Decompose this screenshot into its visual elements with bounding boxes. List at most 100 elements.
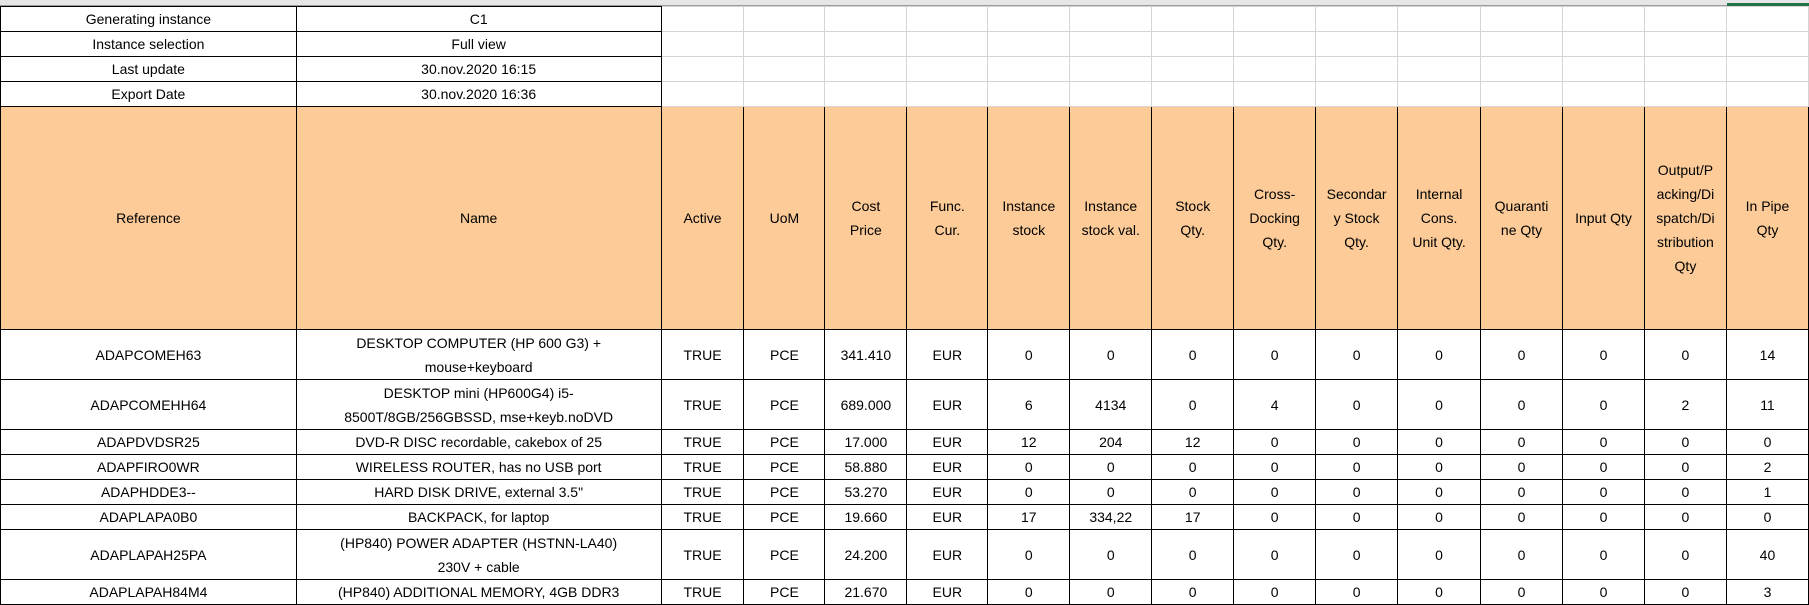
data-cell[interactable]: 0 bbox=[1643, 454, 1727, 480]
data-cell[interactable]: 0 bbox=[1151, 329, 1235, 380]
data-cell[interactable]: PCE bbox=[743, 529, 826, 580]
data-cell[interactable]: ADAPDVDSR25 bbox=[0, 429, 297, 455]
empty-cell[interactable] bbox=[1480, 81, 1564, 107]
data-cell[interactable]: 0 bbox=[1480, 379, 1564, 430]
data-cell[interactable]: 19.660 bbox=[824, 504, 908, 530]
data-cell[interactable]: ADAPFIRO0WR bbox=[0, 454, 297, 480]
empty-cell[interactable] bbox=[1315, 81, 1399, 107]
data-cell[interactable]: 6 bbox=[987, 379, 1071, 430]
data-cell[interactable]: 11 bbox=[1725, 379, 1809, 430]
data-cell[interactable]: 0 bbox=[1480, 329, 1564, 380]
data-cell[interactable]: 0 bbox=[1562, 579, 1645, 605]
data-cell[interactable]: TRUE bbox=[660, 329, 745, 380]
empty-cell[interactable] bbox=[824, 31, 908, 57]
data-cell[interactable]: 0 bbox=[1397, 479, 1482, 505]
empty-cell[interactable] bbox=[1397, 31, 1482, 57]
empty-cell[interactable] bbox=[1480, 6, 1564, 32]
data-cell[interactable]: ADAPLAPA0B0 bbox=[0, 504, 297, 530]
empty-cell[interactable] bbox=[987, 56, 1071, 82]
data-cell[interactable]: BACKPACK, for laptop bbox=[295, 504, 662, 530]
data-cell[interactable]: 0 bbox=[1069, 479, 1153, 505]
data-cell[interactable]: 12 bbox=[987, 429, 1071, 455]
meta-label-cell[interactable]: Generating instance bbox=[0, 6, 297, 32]
data-cell[interactable]: 0 bbox=[1233, 529, 1317, 580]
data-cell[interactable]: DVD-R DISC recordable, cakebox of 25 bbox=[295, 429, 662, 455]
meta-label-cell[interactable]: Export Date bbox=[0, 81, 297, 107]
data-cell[interactable]: PCE bbox=[743, 479, 826, 505]
empty-cell[interactable] bbox=[743, 6, 826, 32]
data-cell[interactable]: 0 bbox=[1480, 529, 1564, 580]
data-cell[interactable]: TRUE bbox=[660, 504, 745, 530]
empty-cell[interactable] bbox=[1069, 6, 1153, 32]
data-cell[interactable]: EUR bbox=[906, 579, 989, 605]
data-cell[interactable]: 0 bbox=[1151, 379, 1235, 430]
empty-cell[interactable] bbox=[1725, 56, 1809, 82]
data-cell[interactable]: 0 bbox=[1151, 479, 1235, 505]
meta-label-cell[interactable]: Last update bbox=[0, 56, 297, 82]
data-cell[interactable]: 689.000 bbox=[824, 379, 908, 430]
column-header-cell[interactable]: Input Qty bbox=[1562, 106, 1645, 330]
data-cell[interactable]: 2 bbox=[1725, 454, 1809, 480]
data-cell[interactable]: 0 bbox=[1725, 429, 1809, 455]
data-cell[interactable]: 0 bbox=[1315, 329, 1399, 380]
data-cell[interactable]: 2 bbox=[1643, 379, 1727, 430]
empty-cell[interactable] bbox=[1562, 56, 1645, 82]
data-cell[interactable]: 0 bbox=[1562, 379, 1645, 430]
data-cell[interactable]: 0 bbox=[1069, 529, 1153, 580]
empty-cell[interactable] bbox=[1480, 56, 1564, 82]
data-cell[interactable]: 0 bbox=[1562, 329, 1645, 380]
data-cell[interactable]: 0 bbox=[1397, 429, 1482, 455]
data-cell[interactable]: 0 bbox=[1315, 479, 1399, 505]
data-cell[interactable]: 0 bbox=[1562, 529, 1645, 580]
empty-cell[interactable] bbox=[1069, 56, 1153, 82]
empty-cell[interactable] bbox=[1397, 81, 1482, 107]
column-header-cell[interactable]: Secondar y Stock Qty. bbox=[1315, 106, 1399, 330]
empty-cell[interactable] bbox=[1069, 81, 1153, 107]
data-cell[interactable]: 0 bbox=[1315, 379, 1399, 430]
data-cell[interactable]: 0 bbox=[1643, 429, 1727, 455]
empty-cell[interactable] bbox=[1643, 31, 1727, 57]
data-cell[interactable]: 0 bbox=[1315, 454, 1399, 480]
column-header-cell[interactable]: Instance stock val. bbox=[1069, 106, 1153, 330]
data-cell[interactable]: 0 bbox=[1315, 529, 1399, 580]
data-cell[interactable]: 1 bbox=[1725, 479, 1809, 505]
data-cell[interactable]: TRUE bbox=[660, 479, 745, 505]
empty-cell[interactable] bbox=[824, 81, 908, 107]
data-cell[interactable]: 0 bbox=[1233, 429, 1317, 455]
empty-cell[interactable] bbox=[1480, 31, 1564, 57]
data-cell[interactable]: 0 bbox=[1562, 454, 1645, 480]
data-cell[interactable]: (HP840) POWER ADAPTER (HSTNN-LA40) 230V … bbox=[295, 529, 662, 580]
data-cell[interactable]: PCE bbox=[743, 429, 826, 455]
data-cell[interactable]: 0 bbox=[1233, 579, 1317, 605]
column-header-cell[interactable]: Stock Qty. bbox=[1151, 106, 1235, 330]
empty-cell[interactable] bbox=[1151, 31, 1235, 57]
data-cell[interactable]: 0 bbox=[1397, 529, 1482, 580]
data-cell[interactable]: PCE bbox=[743, 379, 826, 430]
data-cell[interactable]: 0 bbox=[1233, 479, 1317, 505]
empty-cell[interactable] bbox=[906, 56, 989, 82]
empty-cell[interactable] bbox=[906, 81, 989, 107]
data-cell[interactable]: TRUE bbox=[660, 529, 745, 580]
data-cell[interactable]: PCE bbox=[743, 329, 826, 380]
data-cell[interactable]: 0 bbox=[1151, 579, 1235, 605]
data-cell[interactable]: 0 bbox=[1643, 579, 1727, 605]
empty-cell[interactable] bbox=[743, 56, 826, 82]
data-cell[interactable]: 0 bbox=[1397, 579, 1482, 605]
data-cell[interactable]: ADAPCOMEH63 bbox=[0, 329, 297, 380]
empty-cell[interactable] bbox=[1233, 31, 1317, 57]
empty-cell[interactable] bbox=[906, 31, 989, 57]
empty-cell[interactable] bbox=[1315, 56, 1399, 82]
empty-cell[interactable] bbox=[1725, 6, 1809, 32]
meta-label-cell[interactable]: Instance selection bbox=[0, 31, 297, 57]
column-header-cell[interactable]: UoM bbox=[743, 106, 826, 330]
column-header-cell[interactable]: Cross- Docking Qty. bbox=[1233, 106, 1317, 330]
empty-cell[interactable] bbox=[1151, 56, 1235, 82]
data-cell[interactable]: 0 bbox=[1643, 329, 1727, 380]
data-cell[interactable]: 14 bbox=[1725, 329, 1809, 380]
data-cell[interactable]: 0 bbox=[1315, 504, 1399, 530]
empty-cell[interactable] bbox=[743, 81, 826, 107]
column-header-strip[interactable] bbox=[0, 0, 1809, 6]
data-cell[interactable]: 0 bbox=[1643, 504, 1727, 530]
empty-cell[interactable] bbox=[743, 31, 826, 57]
meta-value-cell[interactable]: 30.nov.2020 16:36 bbox=[295, 81, 662, 107]
